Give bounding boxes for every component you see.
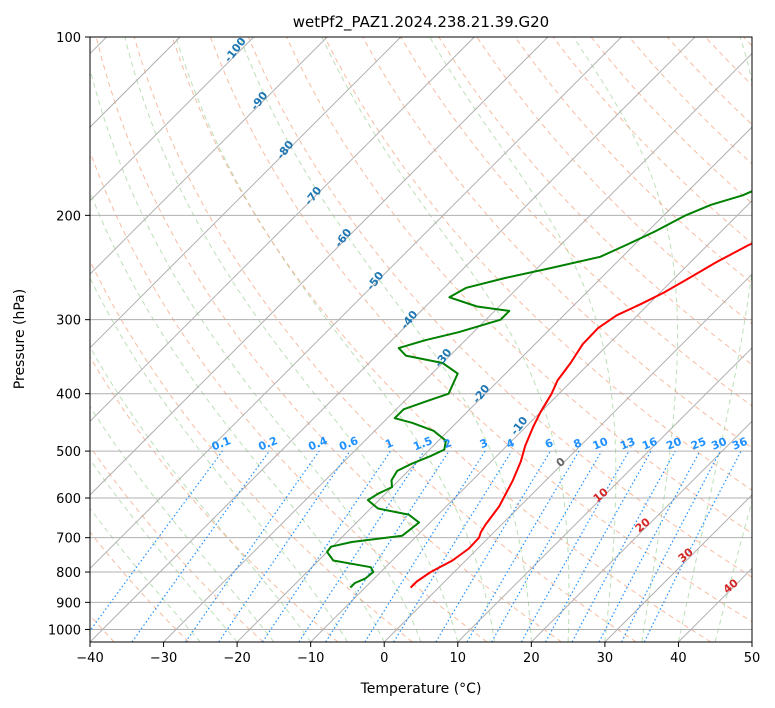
x-tick-label: 10	[450, 651, 467, 666]
mixing-ratio-label: 3	[478, 436, 490, 451]
mixing-ratio-line	[571, 450, 676, 642]
x-axis-label: Temperature (°C)	[360, 681, 482, 697]
moist-adiabat	[90, 346, 312, 642]
y-tick-label: 300	[56, 314, 81, 329]
isotherm	[90, 37, 255, 202]
x-tick-label: −20	[223, 651, 250, 666]
y-tick-label: 500	[56, 445, 81, 460]
y-tick-label: 600	[56, 492, 81, 507]
x-tick-label: −30	[150, 651, 177, 666]
mixing-ratio-line	[185, 450, 320, 642]
isotherm	[163, 52, 752, 642]
isotherm	[457, 347, 752, 642]
x-tick-label: −10	[297, 651, 324, 666]
moist-adiabat	[321, 37, 570, 642]
mixing-ratio-label: 2	[442, 436, 454, 451]
isotherm	[310, 199, 752, 642]
y-tick-label: 100	[56, 31, 81, 46]
isotherm	[236, 126, 752, 642]
mixing-ratio-label: 8	[572, 436, 584, 451]
mixing-ratio-label: 13	[618, 435, 637, 453]
mixing-ratio-line	[131, 450, 270, 642]
y-tick-label: 200	[56, 209, 81, 224]
dry-adiabat	[286, 37, 752, 534]
mixing-ratio-line	[325, 450, 450, 642]
mixing-ratio-line	[520, 450, 630, 642]
mixing-ratio-label: 1	[383, 436, 395, 451]
moist-adiabat	[124, 37, 459, 642]
mixing-ratio-label: 16	[640, 435, 659, 453]
isotherm	[90, 37, 475, 423]
profile-series	[326, 190, 752, 589]
moist-adiabat	[90, 405, 275, 642]
isotherm	[90, 37, 549, 496]
x-tick-label: 0	[380, 651, 388, 666]
y-tick-label: 900	[56, 596, 81, 611]
dry-adiabat	[171, 37, 712, 642]
moist-adiabat	[573, 37, 678, 642]
dry-adiabat	[247, 37, 752, 578]
x-axis-ticks: −40 −30 −20 −10 0 10 20 30 40 50	[76, 642, 760, 666]
mixing-ratio-label: 25	[689, 435, 708, 453]
isotherm	[604, 494, 752, 642]
isotherm	[90, 37, 622, 570]
mixing-ratio-line	[545, 450, 652, 642]
moist-adiabat	[90, 507, 201, 642]
mixing-ratio-label: 10	[591, 435, 610, 453]
isotherms	[90, 37, 752, 642]
x-tick-label: 20	[523, 651, 540, 666]
x-tick-label: −40	[76, 651, 103, 666]
dry-adiabat	[514, 37, 752, 284]
plot-frame	[89, 36, 753, 643]
dry-adiabat	[90, 531, 190, 642]
y-axis-label: Pressure (hPa)	[12, 289, 28, 389]
temperature-profile	[409, 242, 752, 589]
moist-adiabats	[90, 37, 752, 642]
x-tick-label: 40	[670, 651, 687, 666]
moist-adiabat	[90, 66, 422, 642]
isobars	[90, 37, 752, 630]
mixing-ratio-line	[261, 450, 391, 642]
y-tick-label: 1000	[48, 623, 81, 638]
x-tick-label: 30	[597, 651, 614, 666]
dry-adiabat	[209, 37, 752, 623]
moist-adiabat	[90, 276, 348, 642]
x-tick-label: 50	[744, 651, 761, 666]
chart-title: wetPf2_PAZ1.2024.238.21.39.G20	[293, 13, 549, 32]
dry-adiabats	[90, 37, 752, 642]
plot-area: -100-90-80-70-60-50-40-30-20-100.1 0.2 0.4…	[90, 37, 752, 642]
y-axis-ticks: 100 200 300 400 500 600 700 800 900 1000	[48, 31, 90, 638]
dry-adiabat	[133, 37, 637, 642]
y-tick-label: 800	[56, 566, 81, 581]
isotherm	[383, 273, 752, 642]
mixing-ratio-line	[643, 450, 742, 642]
mixing-ratio-label: 30	[710, 435, 729, 453]
mixing-ratio-line	[393, 450, 513, 642]
moist-adiabat	[239, 37, 532, 642]
mixing-ratio-label: 20	[664, 435, 683, 453]
moist-adiabat	[429, 37, 617, 642]
mixing-ratio-line	[90, 450, 223, 632]
y-tick-label: 700	[56, 532, 81, 547]
mixing-ratio-label: 36	[730, 435, 749, 453]
dry-adiabat	[90, 356, 339, 642]
isotherm	[90, 37, 696, 642]
y-tick-label: 400	[56, 388, 81, 403]
mixing-ratio-lines	[90, 450, 742, 642]
moist-adiabat	[90, 458, 238, 642]
dry-adiabat	[90, 150, 488, 642]
dry-adiabat	[400, 37, 752, 407]
mixing-ratio-line	[218, 450, 351, 642]
dry-adiabat	[438, 37, 752, 366]
dry-adiabat	[95, 37, 562, 642]
isotherm	[90, 37, 402, 349]
dewpoint-profile	[326, 190, 752, 589]
dry-adiabat	[90, 445, 264, 642]
isotherm	[90, 37, 328, 275]
isotherm	[530, 420, 752, 642]
moist-adiabat	[175, 37, 496, 642]
